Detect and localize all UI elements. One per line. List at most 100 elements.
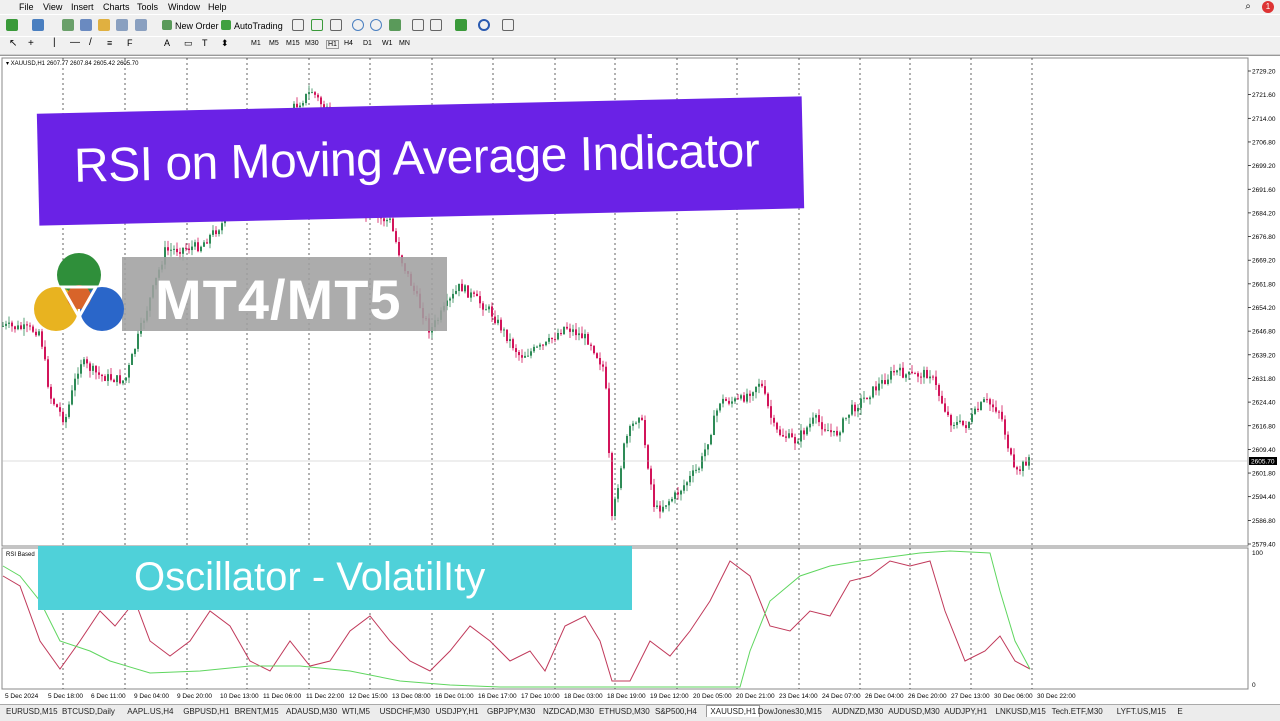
candlestick [893,364,895,376]
tf-h1[interactable]: H1 [326,40,339,49]
candlestick [716,408,718,423]
price-label: 2669.20 [1252,258,1276,265]
text-icon[interactable]: A [164,38,171,48]
tf-d1[interactable]: D1 [363,40,372,47]
candlestick [563,326,565,335]
chart-tab[interactable]: BRENT,M15 [234,707,279,716]
chart-tab[interactable]: AAPL.US,H4 [127,707,174,716]
menu-file[interactable]: File [19,2,34,12]
profiles-icon[interactable] [32,19,44,31]
trendline-icon[interactable]: / [89,37,92,48]
periods-icon[interactable] [478,19,490,31]
chart-tab[interactable]: S&P500,H4 [655,707,697,716]
autotrading-button[interactable]: AutoTrading [234,21,283,31]
candlestick [848,414,850,424]
search-icon[interactable]: ⌕ [1245,1,1251,12]
bar-chart-icon[interactable] [292,19,304,31]
candlestick [692,464,694,483]
candlestick [983,396,985,403]
chart-tab[interactable]: AUDNZD,M30 [832,707,884,716]
tf-w1[interactable]: W1 [382,40,393,47]
zoom-in-icon[interactable] [352,19,364,31]
candlestick [887,374,889,386]
autoscroll-icon[interactable] [412,19,424,31]
candlestick [83,356,85,367]
tf-m15[interactable]: M15 [286,40,300,47]
chart-tab[interactable]: ADAUSD,M30 [286,707,338,716]
candlestick [35,328,37,337]
candlestick [968,421,970,430]
candlestick [749,390,751,403]
menu-view[interactable]: View [43,2,63,12]
menu-charts[interactable]: Charts [103,2,130,12]
candlestick [23,317,25,336]
market-watch-icon[interactable] [62,19,74,31]
tf-h4[interactable]: H4 [344,40,353,47]
candlestick [929,370,931,384]
menu-help[interactable]: Help [208,2,227,12]
candlestick [779,425,781,437]
chart-tab[interactable]: BTCUSD,Daily [62,707,115,716]
chart-tab[interactable]: AUDUSD,M30 [888,707,940,716]
candlestick [473,290,475,298]
candlestick [17,320,19,331]
candlestick [122,380,124,386]
vertical-line-icon[interactable]: | [53,37,56,48]
chart-tab[interactable]: WTI,M5 [342,707,370,716]
navigator-icon[interactable] [98,19,110,31]
notification-icon[interactable]: 1 [1262,1,1274,13]
chart-tab[interactable]: ETHUSD,M30 [599,707,650,716]
chart-tab[interactable]: AUDJPY,H1 [944,707,988,716]
new-chart-icon[interactable] [6,19,18,31]
chart-tab[interactable]: Tech.ETF,M30 [1051,707,1103,716]
arrow-icon[interactable]: T [202,38,208,48]
candlestick [794,433,796,451]
chart-tab[interactable]: EURUSD,M15 [6,707,58,716]
menu-insert[interactable]: Insert [71,2,94,12]
chart-tab[interactable]: DowJones30,M15 [757,707,822,716]
chart-tab[interactable]: USDCHF,M30 [379,707,430,716]
chart-tab[interactable]: LNKUSD,M15 [995,707,1046,716]
channel-icon[interactable]: ≡ [107,38,113,48]
chart-tab[interactable]: E [1177,707,1183,716]
terminal-icon[interactable] [116,19,128,31]
chart-tab[interactable]: GBPUSD,H1 [183,707,230,716]
title-banner: RSI on Moving Average Indicator [36,96,805,226]
fibonacci-icon[interactable]: F [127,38,133,48]
line-chart-icon[interactable] [330,19,342,31]
candlestick [671,496,673,503]
zoom-out-icon[interactable] [370,19,382,31]
tf-m5[interactable]: M5 [269,40,279,47]
crosshair-icon[interactable]: + [28,38,34,49]
chart-tab[interactable]: USDJPY,H1 [435,707,479,716]
price-label: 2586.80 [1252,518,1276,525]
tester-icon[interactable] [135,19,147,31]
candlestick [605,361,607,390]
candlestick [944,397,946,413]
current-price-label: 2605.70 [1251,459,1275,466]
chart-tab[interactable]: GBPJPY,M30 [487,707,536,716]
price-label: 2721.60 [1252,92,1276,99]
chart-tab[interactable]: XAUUSD,H1 [706,705,761,717]
tf-m1[interactable]: M1 [251,40,261,47]
tf-m30[interactable]: M30 [305,40,319,47]
horizontal-line-icon[interactable]: — [70,37,80,48]
candlestick [989,397,991,412]
cursor-icon[interactable]: ↖ [9,38,18,49]
indicators-icon[interactable] [455,19,467,31]
data-window-icon[interactable] [80,19,92,31]
text-label-icon[interactable]: ▭ [184,38,193,48]
tf-mn[interactable]: MN [399,40,410,47]
templates-icon[interactable] [502,19,514,31]
time-label: 11 Dec 22:00 [306,693,345,700]
chart-tab[interactable]: NZDCAD,M30 [543,707,595,716]
candlestick-icon[interactable] [311,19,323,31]
chart-shift-icon[interactable] [430,19,442,31]
candlestick [467,285,469,298]
chart-tab[interactable]: LYFT.US,M15 [1116,707,1166,716]
new-order-button[interactable]: New Order [175,21,219,31]
menu-window[interactable]: Window [168,2,201,12]
tile-windows-icon[interactable] [389,19,401,31]
menu-tools[interactable]: Tools [137,2,159,12]
shapes-icon[interactable]: ⬍ [221,38,229,48]
